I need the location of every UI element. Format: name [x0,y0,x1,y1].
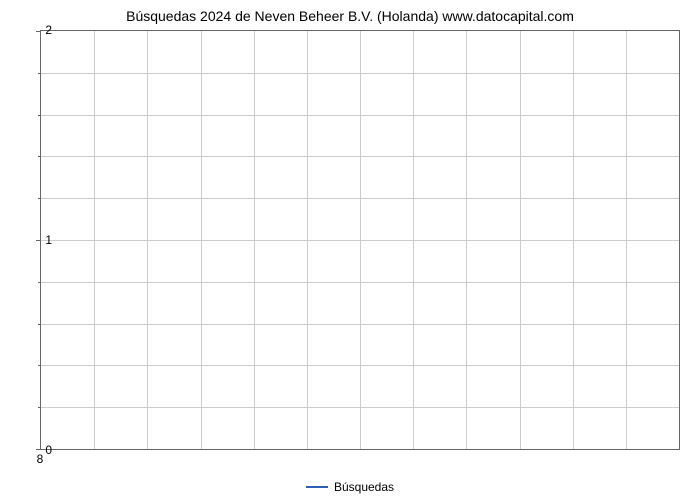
legend-label: Búsquedas [334,480,394,494]
legend: Búsquedas [0,479,700,494]
y-tick-minor [38,198,41,199]
y-tick-minor [38,73,41,74]
gridline-horizontal [41,407,679,408]
gridline-horizontal [41,115,679,116]
y-tick-label: 1 [22,233,52,247]
x-tick-label: 8 [37,452,44,466]
y-tick-minor [38,324,41,325]
gridline-horizontal [41,240,679,241]
gridline-horizontal [41,365,679,366]
chart-title: Búsquedas 2024 de Neven Beheer B.V. (Hol… [0,0,700,30]
plot-area [40,30,680,450]
gridline-horizontal [41,324,679,325]
gridline-horizontal [41,156,679,157]
y-tick-minor [38,115,41,116]
plot-area-wrap [40,30,680,450]
y-tick-minor [38,156,41,157]
y-tick-minor [38,365,41,366]
y-tick-label: 2 [22,23,52,37]
gridline-horizontal [41,282,679,283]
gridline-horizontal [41,198,679,199]
y-tick-minor [38,407,41,408]
gridline-horizontal [41,73,679,74]
legend-swatch [306,486,328,488]
y-tick-minor [38,282,41,283]
